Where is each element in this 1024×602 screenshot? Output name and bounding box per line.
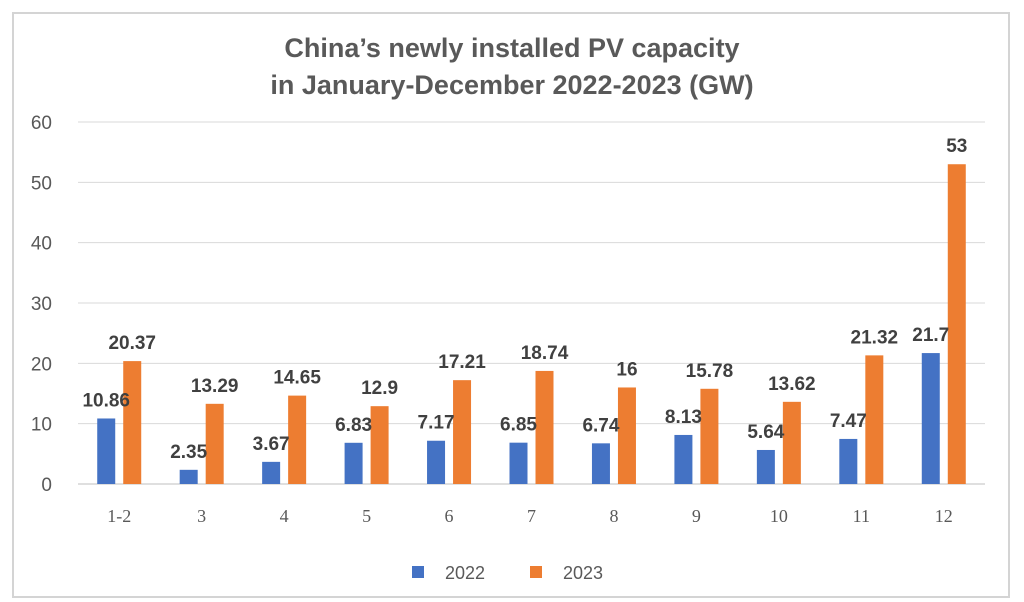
x-tick-label: 9 bbox=[692, 506, 701, 526]
x-tick-label: 6 bbox=[445, 506, 454, 526]
data-label-2023-12: 53 bbox=[946, 136, 967, 157]
bar-2023-5 bbox=[370, 406, 389, 484]
y-axis: 0 10 20 30 40 50 60 bbox=[31, 113, 52, 496]
chart-frame bbox=[12, 12, 1010, 598]
data-label-2023-9: 15.78 bbox=[686, 361, 734, 382]
data-label-2022-4: 3.67 bbox=[253, 434, 290, 455]
data-label-2022-7: 6.85 bbox=[500, 415, 537, 436]
data-labels: 10.86 20.37 2.35 13.29 3.67 14.65 6.83 12.9 7.17… bbox=[82, 136, 967, 463]
data-label-2023-11: 21.32 bbox=[851, 327, 899, 348]
y-tick-label: 20 bbox=[31, 354, 52, 375]
y-tick-label: 60 bbox=[31, 113, 52, 134]
y-tick-label: 40 bbox=[31, 234, 52, 255]
bar-2022-8 bbox=[591, 443, 610, 484]
bar-2022-12 bbox=[921, 353, 940, 484]
data-label-2022-10: 5.64 bbox=[747, 422, 784, 443]
data-label-2022-3: 2.35 bbox=[170, 442, 207, 463]
data-label-2022-1-2: 10.86 bbox=[82, 390, 130, 411]
legend-label-2023: 2023 bbox=[563, 563, 603, 583]
x-tick-label: 1-2 bbox=[107, 506, 131, 526]
y-tick-label: 50 bbox=[31, 173, 52, 194]
bar-2023-7 bbox=[535, 370, 554, 484]
bar-2023-9 bbox=[700, 388, 719, 484]
bar-2023-1-2 bbox=[123, 361, 142, 484]
x-tick-label: 3 bbox=[197, 506, 206, 526]
x-tick-label: 11 bbox=[853, 506, 870, 526]
data-label-2023-3: 13.29 bbox=[191, 376, 239, 397]
y-tick-label: 30 bbox=[31, 294, 52, 315]
legend-swatch-2022 bbox=[412, 566, 424, 578]
legend-label-2022: 2022 bbox=[445, 563, 485, 583]
data-label-2023-7: 18.74 bbox=[521, 343, 569, 364]
legend-item-2023: 2023 bbox=[530, 563, 603, 583]
bar-2023-4 bbox=[288, 395, 307, 484]
data-label-2023-6: 17.21 bbox=[438, 352, 486, 373]
data-label-2022-12: 21.7 bbox=[912, 325, 949, 346]
bar-2023-8 bbox=[617, 387, 636, 484]
bar-2023-11 bbox=[865, 355, 884, 484]
bar-2023-10 bbox=[782, 401, 801, 484]
data-label-2022-6: 7.17 bbox=[418, 413, 455, 434]
data-label-2022-11: 7.47 bbox=[830, 411, 867, 432]
bar-2023-3 bbox=[205, 403, 224, 484]
bar-2022-9 bbox=[674, 434, 693, 484]
bar-2022-7 bbox=[509, 442, 528, 484]
bar-2022-11 bbox=[839, 438, 858, 484]
data-label-2023-4: 14.65 bbox=[273, 368, 321, 389]
x-tick-label: 12 bbox=[935, 506, 953, 526]
bar-2022-3 bbox=[179, 469, 198, 484]
legend-item-2022: 2022 bbox=[412, 563, 485, 583]
data-label-2022-8: 6.74 bbox=[582, 415, 619, 436]
bar-2022-10 bbox=[756, 449, 775, 484]
x-tick-label: 7 bbox=[527, 506, 536, 526]
gridlines bbox=[78, 121, 985, 485]
bar-2022-4 bbox=[262, 461, 281, 484]
bar-2022-6 bbox=[427, 440, 446, 484]
y-tick-label: 0 bbox=[41, 475, 52, 496]
x-tick-label: 8 bbox=[609, 506, 618, 526]
bar-2022-1-2 bbox=[97, 418, 116, 484]
x-tick-label: 10 bbox=[770, 506, 788, 526]
chart-title-line1: China’s newly installed PV capacity bbox=[284, 33, 740, 63]
x-tick-label: 4 bbox=[280, 506, 289, 526]
legend: 2022 2023 bbox=[412, 563, 603, 583]
bar-2023-12 bbox=[947, 164, 966, 484]
data-label-2023-8: 16 bbox=[616, 359, 637, 380]
data-label-2022-5: 6.83 bbox=[335, 415, 372, 436]
bar-2022-5 bbox=[344, 442, 363, 484]
chart-title-line2: in January-December 2022-2023 (GW) bbox=[270, 70, 754, 100]
data-label-2023-5: 12.9 bbox=[361, 378, 398, 399]
data-label-2023-1-2: 20.37 bbox=[108, 333, 156, 354]
data-label-2022-9: 8.13 bbox=[665, 407, 702, 428]
bar-2023-6 bbox=[453, 380, 472, 484]
legend-swatch-2023 bbox=[530, 566, 542, 578]
y-tick-label: 10 bbox=[31, 415, 52, 436]
bars bbox=[97, 164, 966, 484]
x-axis: 1-2 3 4 5 6 7 8 9 10 11 12 bbox=[107, 506, 953, 526]
data-label-2023-10: 13.62 bbox=[768, 374, 816, 395]
x-tick-label: 5 bbox=[362, 506, 371, 526]
